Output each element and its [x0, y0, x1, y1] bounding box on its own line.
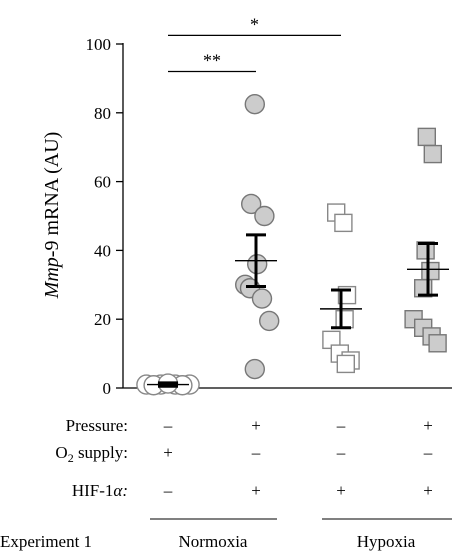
table-cell: + — [423, 481, 433, 500]
data-point — [244, 358, 266, 380]
table-cell: – — [163, 481, 173, 500]
data-point — [336, 354, 355, 374]
data-point — [423, 144, 442, 164]
significance-brackets: *** — [168, 14, 341, 73]
y-axis-label: Mmp-9 mRNA (AU) — [41, 132, 63, 300]
data-point — [240, 193, 262, 215]
data-point — [334, 213, 353, 233]
data-point — [421, 261, 440, 281]
data-point — [259, 310, 280, 332]
y-tick-label: 40 — [94, 241, 111, 260]
table-cell: + — [423, 416, 433, 435]
table-cell: + — [251, 416, 261, 435]
table-values: – + – + + – – – – + + + — [163, 416, 433, 500]
significance-label: ** — [203, 51, 221, 71]
axes — [122, 43, 452, 389]
condition-hypoxia: Hypoxia — [357, 532, 416, 551]
data-point — [428, 334, 447, 353]
table-cell: – — [423, 443, 433, 462]
table-cell: – — [336, 443, 346, 462]
y-ticks: 0 20 40 60 80 100 — [86, 35, 123, 398]
data-point — [335, 310, 354, 329]
data-point — [251, 288, 273, 309]
y-tick-label: 0 — [103, 379, 112, 398]
table-cell: – — [336, 416, 346, 435]
data-points — [136, 93, 447, 396]
y-tick-label: 80 — [94, 104, 111, 123]
table-cell: – — [251, 443, 261, 462]
data-point — [244, 93, 266, 115]
row-label-hif: HIF-1α: — [72, 481, 128, 500]
condition-normoxia: Normoxia — [179, 532, 248, 551]
y-tick-label: 100 — [86, 35, 112, 54]
data-point — [254, 205, 275, 227]
row-label-o2-supply: O2 supply: — [55, 443, 128, 465]
error-bars — [147, 233, 449, 388]
significance-label: * — [250, 14, 259, 34]
table-cell: – — [163, 416, 173, 435]
table-cell: + — [251, 481, 261, 500]
y-tick-label: 20 — [94, 310, 111, 329]
data-point — [416, 241, 435, 260]
table-cell: + — [163, 443, 173, 462]
y-tick-label: 60 — [94, 173, 111, 192]
condition-table: Pressure: O2 supply: HIF-1α: – + – + + – – – – + +… — [0, 416, 452, 551]
row-label-pressure: Pressure: — [66, 416, 128, 435]
experiment-label: Experiment 1 — [0, 532, 92, 551]
data-point — [417, 127, 436, 147]
table-cell: + — [336, 481, 346, 500]
